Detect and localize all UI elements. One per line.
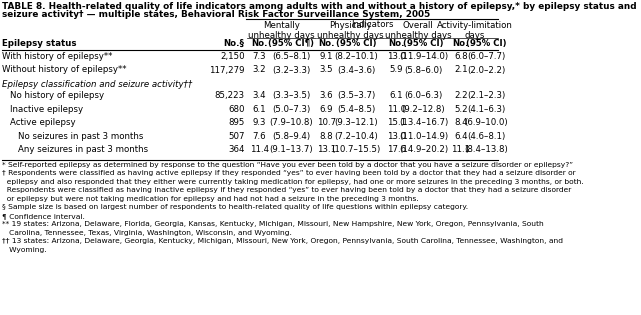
Text: ** 19 states: Arizona, Delaware, Florida, Georgia, Kansas, Kentucky, Michigan, M: ** 19 states: Arizona, Delaware, Florida… [3, 221, 544, 227]
Text: 9.3: 9.3 [253, 118, 266, 128]
Text: (5.4–8.5): (5.4–8.5) [337, 105, 376, 114]
Text: Epilepsy classification and seizure activity††: Epilepsy classification and seizure acti… [3, 80, 193, 89]
Text: With history of epilepsy**: With history of epilepsy** [3, 52, 113, 61]
Text: No seizures in past 3 months: No seizures in past 3 months [18, 132, 144, 141]
Text: (2.1–2.3): (2.1–2.3) [467, 91, 505, 100]
Text: 2.2: 2.2 [454, 91, 468, 100]
Text: No.: No. [319, 39, 335, 48]
Text: Activity-limitation
days: Activity-limitation days [437, 21, 513, 40]
Text: 3.2: 3.2 [253, 66, 266, 75]
Text: * Self-reported epilepsy as determined by response to the question “Have you eve: * Self-reported epilepsy as determined b… [3, 162, 573, 168]
Text: (3.3–3.5): (3.3–3.5) [272, 91, 310, 100]
Text: (6.9–10.0): (6.9–10.0) [464, 118, 508, 128]
Text: (6.5–8.1): (6.5–8.1) [272, 52, 310, 61]
Text: (3.5–3.7): (3.5–3.7) [337, 91, 376, 100]
Text: (5.8–6.0): (5.8–6.0) [404, 66, 442, 75]
Text: 680: 680 [228, 105, 245, 114]
Text: 13.1: 13.1 [317, 146, 336, 154]
Text: (6.0–7.7): (6.0–7.7) [467, 52, 505, 61]
Text: (14.9–20.2): (14.9–20.2) [399, 146, 448, 154]
Text: 2.1: 2.1 [454, 66, 468, 75]
Text: 895: 895 [228, 118, 245, 128]
Text: No.: No. [388, 39, 404, 48]
Text: 8.8: 8.8 [320, 132, 333, 141]
Text: 11.0: 11.0 [387, 105, 406, 114]
Text: 10.7: 10.7 [317, 118, 336, 128]
Text: 9.1: 9.1 [320, 52, 333, 61]
Text: (95% CI¶): (95% CI¶) [269, 39, 315, 48]
Text: Active epilepsy: Active epilepsy [10, 118, 76, 128]
Text: seizure activity† — multiple states, Behavioral Risk Factor Surveillance System,: seizure activity† — multiple states, Beh… [3, 10, 431, 19]
Text: No.§: No.§ [224, 39, 245, 48]
Text: Carolina, Tennessee, Texas, Virginia, Washington, Wisconsin, and Wyoming.: Carolina, Tennessee, Texas, Virginia, Wa… [3, 230, 292, 236]
Text: TABLE 8. Health-related quality of life indicators among adults with and without: TABLE 8. Health-related quality of life … [3, 2, 637, 11]
Text: 364: 364 [228, 146, 245, 154]
Text: ¶ Confidence interval.: ¶ Confidence interval. [3, 213, 85, 219]
Text: (6.0–6.3): (6.0–6.3) [404, 91, 442, 100]
Text: 3.4: 3.4 [253, 91, 266, 100]
Text: Respondents were classified as having inactive epilepsy if they responded “yes” : Respondents were classified as having in… [3, 187, 572, 193]
Text: (11.0–14.9): (11.0–14.9) [399, 132, 448, 141]
Text: (7.2–10.4): (7.2–10.4) [335, 132, 378, 141]
Text: (10.7–15.5): (10.7–15.5) [331, 146, 381, 154]
Text: Without history of epilepsy**: Without history of epilepsy** [3, 66, 127, 75]
Text: (3.2–3.3): (3.2–3.3) [272, 66, 310, 75]
Text: 11.1: 11.1 [451, 146, 470, 154]
Text: 6.1: 6.1 [253, 105, 266, 114]
Text: 85,223: 85,223 [215, 91, 245, 100]
Text: (9.1–13.7): (9.1–13.7) [270, 146, 313, 154]
Text: Overall
unhealthy days: Overall unhealthy days [385, 21, 451, 40]
Text: (7.9–10.8): (7.9–10.8) [270, 118, 313, 128]
Text: (95% CI): (95% CI) [403, 39, 444, 48]
Text: (11.9–14.0): (11.9–14.0) [399, 52, 448, 61]
Text: (95% CI): (95% CI) [336, 39, 376, 48]
Text: 6.4: 6.4 [454, 132, 468, 141]
Text: 6.8: 6.8 [454, 52, 468, 61]
Text: No.: No. [251, 39, 268, 48]
Text: (5.8–9.4): (5.8–9.4) [272, 132, 310, 141]
Text: (3.4–3.6): (3.4–3.6) [337, 66, 376, 75]
Text: Inactive epilepsy: Inactive epilepsy [10, 105, 83, 114]
Text: (4.1–6.3): (4.1–6.3) [467, 105, 505, 114]
Text: 3.6: 3.6 [320, 91, 333, 100]
Text: 117,279: 117,279 [209, 66, 245, 75]
Text: 3.5: 3.5 [320, 66, 333, 75]
Text: (95% CI): (95% CI) [466, 39, 506, 48]
Text: 6.1: 6.1 [389, 91, 403, 100]
Text: Mentally
unhealthy days: Mentally unhealthy days [248, 21, 315, 40]
Text: 5.9: 5.9 [389, 66, 403, 75]
Text: Epilepsy status: Epilepsy status [3, 39, 77, 48]
Text: No.: No. [453, 39, 469, 48]
Text: § Sample size is based on largest number of respondents to health-related qualit: § Sample size is based on largest number… [3, 204, 469, 210]
Text: Wyoming.: Wyoming. [3, 247, 47, 253]
Text: (8.2–10.1): (8.2–10.1) [335, 52, 378, 61]
Text: 13.0: 13.0 [387, 132, 406, 141]
Text: epilepsy and also responded that they either were currently taking medication fo: epilepsy and also responded that they ei… [3, 179, 584, 185]
Text: 8.4: 8.4 [454, 118, 468, 128]
Text: (8.4–13.8): (8.4–13.8) [464, 146, 508, 154]
Text: 17.6: 17.6 [387, 146, 406, 154]
Text: 507: 507 [228, 132, 245, 141]
Text: (4.6–8.1): (4.6–8.1) [467, 132, 505, 141]
Text: 7.6: 7.6 [253, 132, 266, 141]
Text: (2.0–2.2): (2.0–2.2) [467, 66, 505, 75]
Text: 6.9: 6.9 [320, 105, 333, 114]
Text: 7.3: 7.3 [253, 52, 266, 61]
Text: †† 13 states: Arizona, Delaware, Georgia, Kentucky, Michigan, Missouri, New York: †† 13 states: Arizona, Delaware, Georgia… [3, 238, 563, 244]
Text: † Respondents were classified as having active epilepsy if they responded “yes” : † Respondents were classified as having … [3, 170, 576, 176]
Text: (5.0–7.3): (5.0–7.3) [272, 105, 310, 114]
Text: 15.1: 15.1 [387, 118, 406, 128]
Text: No history of epilepsy: No history of epilepsy [10, 91, 104, 100]
Text: (9.2–12.8): (9.2–12.8) [402, 105, 445, 114]
Text: or epilepsy but were not taking medication for epilepsy and had not had a seizur: or epilepsy but were not taking medicati… [3, 196, 419, 202]
Text: Any seizures in past 3 months: Any seizures in past 3 months [18, 146, 148, 154]
Text: 2,150: 2,150 [220, 52, 245, 61]
Text: Indicators: Indicators [351, 20, 394, 29]
Text: (9.3–12.1): (9.3–12.1) [335, 118, 378, 128]
Text: Physically
unhealthy days: Physically unhealthy days [317, 21, 384, 40]
Text: 13.0: 13.0 [387, 52, 406, 61]
Text: (13.4–16.7): (13.4–16.7) [399, 118, 448, 128]
Text: 5.2: 5.2 [454, 105, 468, 114]
Text: 11.4: 11.4 [250, 146, 269, 154]
